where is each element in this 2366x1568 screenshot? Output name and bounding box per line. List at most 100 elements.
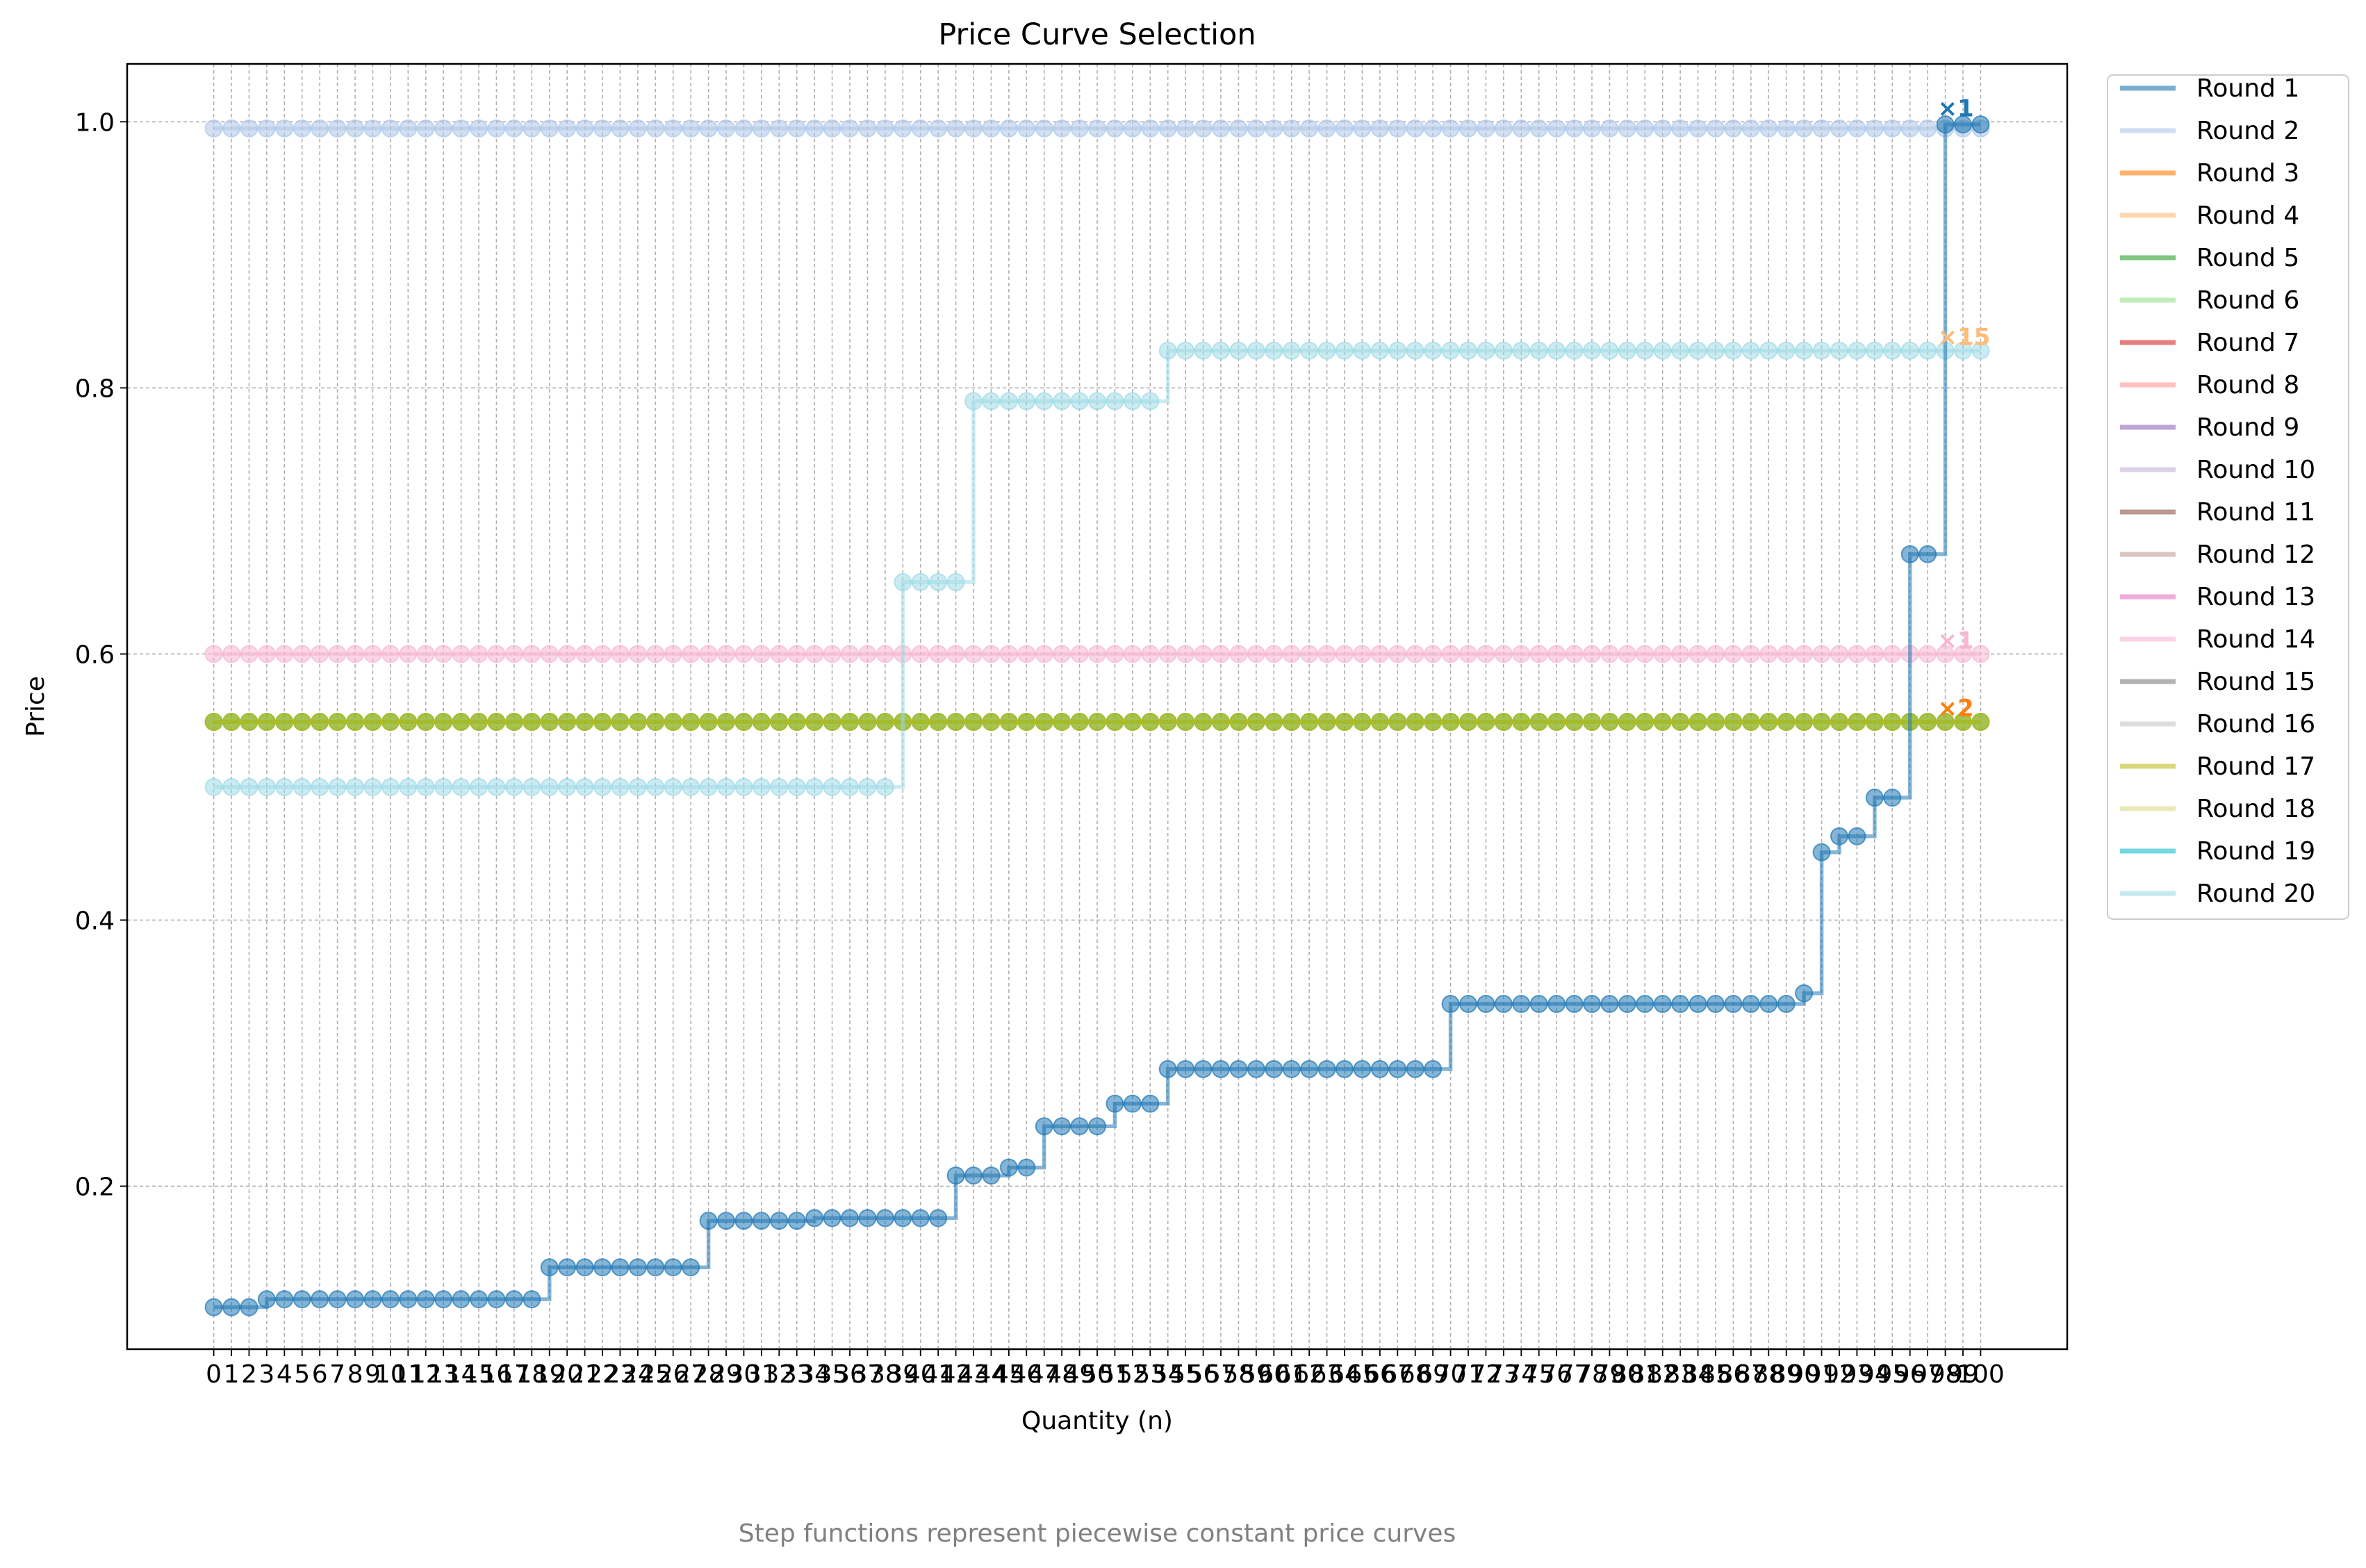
data-point: [257, 119, 276, 138]
data-point: [911, 119, 930, 138]
x-tick-label: 27: [675, 1360, 707, 1389]
multiplier-annotation: ×15: [1938, 324, 1991, 352]
data-point: [1158, 645, 1177, 663]
data-point: [1300, 645, 1319, 663]
x-tick-label: 19: [534, 1360, 566, 1389]
data-point: [328, 777, 347, 796]
data-point: [628, 119, 647, 138]
data-point: [1494, 341, 1513, 360]
data-point: [752, 119, 771, 138]
data-point: [964, 392, 983, 411]
data-point: [575, 645, 594, 663]
data-point: [911, 713, 930, 732]
data-point: [222, 777, 241, 796]
data-point: [487, 645, 506, 663]
series-round-20: [204, 341, 1990, 796]
data-point: [929, 119, 948, 138]
data-point: [1106, 392, 1124, 411]
data-point: [416, 645, 435, 663]
legend-label: Round 3: [2196, 159, 2299, 188]
x-tick-label: 86: [1718, 1360, 1750, 1389]
x-tick-label: 76: [1541, 1360, 1572, 1389]
data-point: [717, 1212, 736, 1230]
data-point: [1194, 341, 1213, 360]
y-tick-label: 0.2: [75, 1173, 115, 1201]
data-point: [1158, 713, 1177, 732]
data-point: [416, 1290, 435, 1309]
data-point: [1671, 995, 1690, 1014]
data-point: [1194, 1059, 1213, 1078]
legend-label: Round 4: [2196, 201, 2299, 230]
data-point: [699, 645, 718, 663]
data-point: [841, 713, 860, 732]
data-point: [1441, 119, 1460, 138]
data-point: [964, 645, 983, 663]
data-point: [1017, 392, 1036, 411]
x-tick-label: 50: [1081, 1360, 1113, 1389]
data-point: [841, 119, 860, 138]
data-point: [1282, 1059, 1301, 1078]
data-point: [823, 119, 841, 138]
data-point: [1459, 341, 1477, 360]
x-tick-label: 43: [958, 1360, 989, 1389]
data-point: [1936, 645, 1955, 663]
legend-label: Round 13: [2196, 583, 2315, 611]
data-point: [1176, 119, 1195, 138]
data-point: [346, 777, 365, 796]
data-point: [1759, 995, 1778, 1014]
x-tick-label: 2: [241, 1360, 257, 1389]
data-point: [1900, 341, 1919, 360]
data-point: [1370, 645, 1389, 663]
data-point: [841, 645, 860, 663]
data-point: [1848, 341, 1866, 360]
data-point: [328, 1290, 347, 1309]
data-point: [1158, 341, 1177, 360]
data-point: [381, 1290, 400, 1309]
data-point: [1848, 827, 1866, 845]
data-point: [1477, 995, 1495, 1014]
legend-label: Round 6: [2196, 286, 2299, 315]
data-point: [1636, 995, 1654, 1014]
data-point: [717, 119, 736, 138]
y-tick-label: 1.0: [75, 108, 115, 137]
x-tick-label: 85: [1700, 1360, 1732, 1389]
data-point: [611, 1258, 630, 1277]
data-point: [1477, 119, 1495, 138]
data-point: [1300, 713, 1319, 732]
multiplier-annotation: ×1: [1938, 94, 1974, 122]
data-point: [523, 777, 541, 796]
data-point: [1512, 119, 1531, 138]
data-point: [1741, 995, 1760, 1014]
x-tick-label: 28: [693, 1360, 725, 1389]
data-point: [1547, 713, 1566, 732]
data-point: [204, 119, 223, 138]
data-point: [646, 1258, 665, 1277]
y-axis-ticks: 0.2 0.4 0.6 0.8 1.0: [75, 108, 127, 1201]
data-point: [575, 119, 594, 138]
x-tick-label: 51: [1099, 1360, 1131, 1389]
data-point: [999, 1158, 1018, 1177]
data-point: [787, 713, 806, 732]
data-point: [1477, 341, 1495, 360]
data-point: [646, 777, 665, 796]
data-point: [646, 645, 665, 663]
data-point: [558, 777, 577, 796]
x-tick-label: 29: [710, 1360, 742, 1389]
data-point: [734, 777, 753, 796]
x-tick-label: 98: [1930, 1360, 1962, 1389]
data-point: [1123, 392, 1142, 411]
data-point: [1618, 713, 1636, 732]
x-tick-label: 22: [586, 1360, 618, 1389]
data-point: [1424, 713, 1443, 732]
data-point: [1689, 645, 1707, 663]
series-round-14: [204, 645, 1990, 663]
data-point: [1424, 341, 1443, 360]
data-point: [699, 119, 718, 138]
grid-lines: [127, 64, 2067, 1349]
data-point: [1777, 119, 1796, 138]
x-tick-label: 63: [1311, 1360, 1343, 1389]
data-point: [1565, 645, 1584, 663]
data-point: [1300, 341, 1319, 360]
data-point: [911, 645, 930, 663]
